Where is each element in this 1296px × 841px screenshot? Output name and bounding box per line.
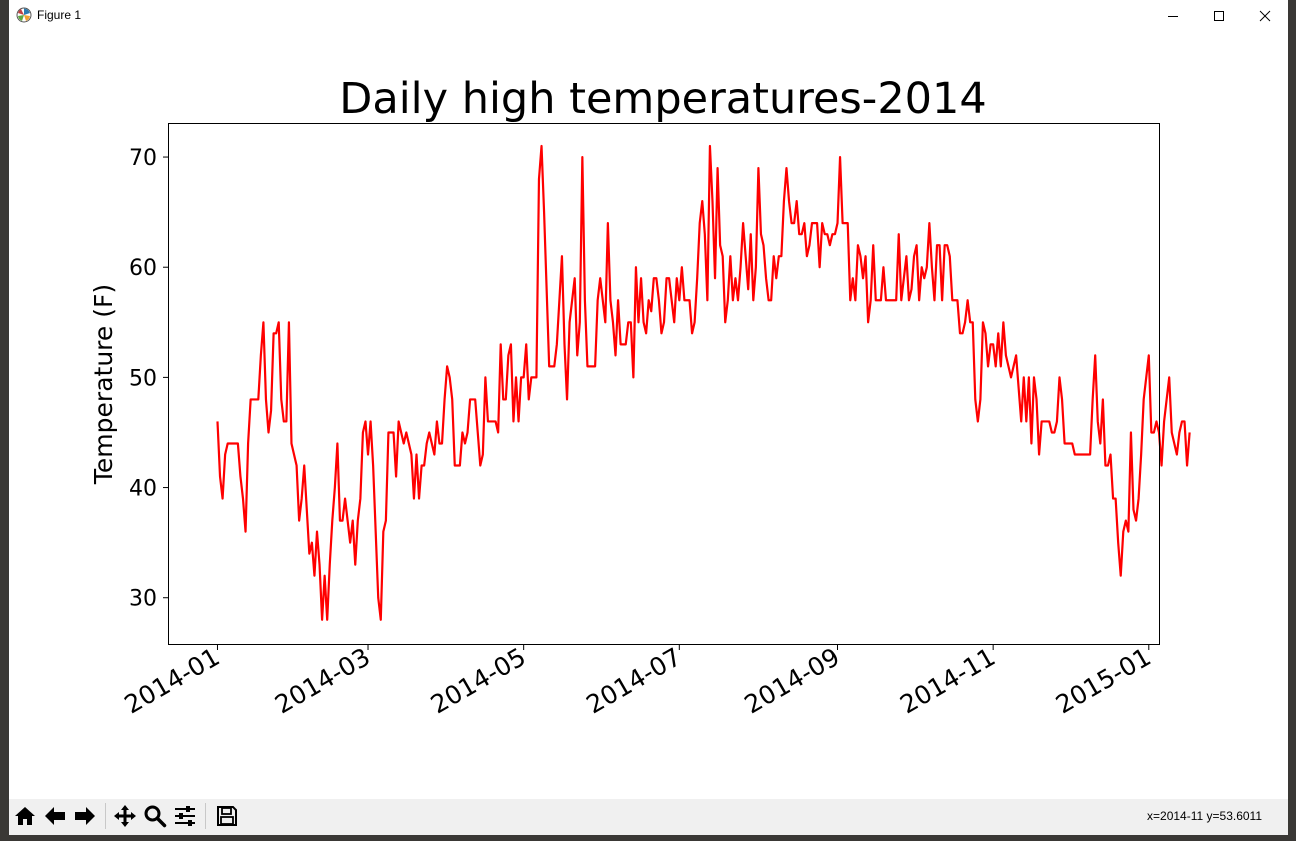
window-bottom-edge [9,835,1288,841]
minimize-button[interactable] [1150,0,1196,31]
line-chart: Daily high temperatures-2014 Temperature… [89,74,1191,719]
title-bar: Figure 1 [9,0,1288,31]
pan-button[interactable] [111,801,139,831]
y-tick-label: 30 [129,587,157,612]
forward-button[interactable] [71,801,99,831]
arrow-left-icon [45,807,65,825]
figure-canvas[interactable]: Daily high temperatures-2014 Temperature… [9,31,1288,799]
x-tick-label: 2014-09 [740,642,845,719]
x-axis-ticks: 2014-01 2014-03 2014-05 2014-07 2014-09 2014-… [120,642,1156,719]
temperature-series-line [216,144,1191,621]
magnifier-icon [144,805,167,828]
zoom-button[interactable] [141,801,169,831]
minimize-icon [1168,15,1178,17]
floppy-disk-icon [217,806,237,826]
navigation-toolbar: x=2014-11 y=53.6011 [9,799,1288,835]
close-icon [1259,10,1271,21]
figure-window: Figure 1 Daily high temperatures-2014 Te… [9,0,1288,841]
toolbar-separator [105,803,106,829]
cursor-coordinates: x=2014-11 y=53.6011 [1147,809,1262,823]
back-button[interactable] [41,801,69,831]
y-tick-label: 70 [129,146,157,171]
matplotlib-logo-icon [16,7,32,23]
y-axis-label: Temperature (F) [89,284,118,485]
home-button[interactable] [11,801,39,831]
window-title: Figure 1 [37,8,82,22]
move-icon [114,805,136,827]
y-tick-label: 60 [129,256,157,281]
x-tick-label: 2015-01 [1051,642,1156,719]
y-tick-label: 50 [129,366,157,391]
axes-frame [168,123,1160,645]
save-button[interactable] [213,801,241,831]
configure-subplots-button[interactable] [171,801,199,831]
y-tick-label: 40 [129,477,157,502]
sliders-icon [175,806,195,826]
x-tick-label: 2014-03 [270,642,375,719]
maximize-icon [1214,10,1224,21]
maximize-button[interactable] [1196,0,1242,31]
arrow-right-icon [75,807,95,825]
x-tick-label: 2014-11 [895,642,1000,719]
close-button[interactable] [1242,0,1288,31]
home-icon [15,807,35,825]
chart-title: Daily high temperatures-2014 [339,74,987,124]
y-axis-ticks: 30 40 50 60 70 [129,146,169,612]
x-tick-label: 2014-07 [581,642,686,719]
toolbar-separator [205,803,206,829]
x-tick-label: 2014-01 [120,642,225,719]
x-tick-label: 2014-05 [426,642,531,719]
